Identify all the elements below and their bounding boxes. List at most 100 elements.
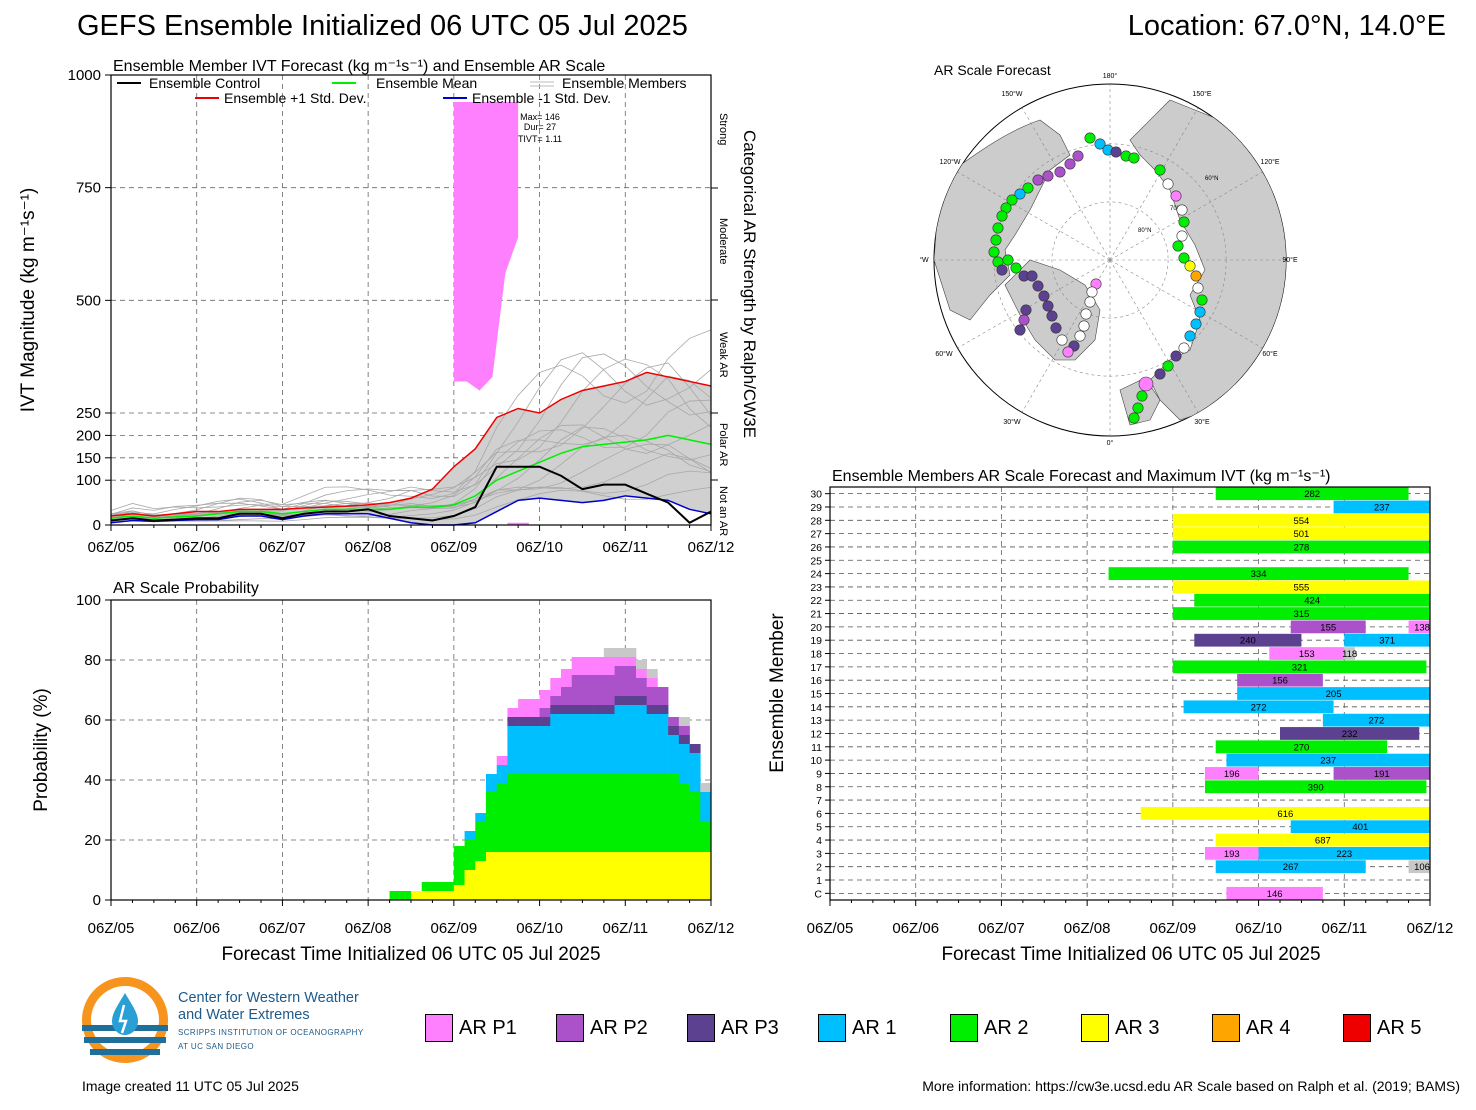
prob-bar-segment xyxy=(678,744,690,783)
ivt-mean-line xyxy=(110,434,712,520)
member-bar xyxy=(1226,886,1323,900)
prob-bar-segment xyxy=(636,705,648,774)
prob-bar-segment xyxy=(561,852,573,900)
prob-panel-title: AR Scale Probability xyxy=(113,580,259,597)
map-lon-label: 150°W xyxy=(1001,90,1022,98)
ar-scale-map: AR Scale Forecast 180° 150°W 150°E 120°W 120… xyxy=(920,62,1298,447)
prob-bar-segment xyxy=(657,852,669,900)
member-bar xyxy=(1172,527,1430,541)
prob-bar-segment xyxy=(614,657,626,666)
prob-bar-segment xyxy=(550,678,562,696)
members-ytick-label: 21 xyxy=(810,609,822,621)
map-ar-dot xyxy=(992,222,1004,234)
prob-bar-segment xyxy=(582,675,594,705)
member-bar xyxy=(1344,647,1355,660)
ivt-member-line xyxy=(110,426,712,521)
prob-bar-segment xyxy=(421,882,433,891)
location-label: Location: 67.0°N, 14.0°E xyxy=(1127,10,1446,42)
prob-bar-segment xyxy=(625,657,637,666)
prob-bar-segment xyxy=(528,774,540,852)
map-lon-label: 90°W xyxy=(920,256,929,264)
members-ytick-label: 1 xyxy=(816,875,822,887)
members-xtick-label: 06Z/06 xyxy=(892,920,939,937)
prob-ylabel: Probability (%) xyxy=(31,688,52,812)
legend-members-label: Ensemble Members xyxy=(562,75,687,91)
prob-bar-segment xyxy=(668,852,680,900)
ivt-xtick-label: 06Z/05 xyxy=(88,539,135,556)
prob-bar-segment xyxy=(668,717,680,726)
prob-bar-segment xyxy=(453,885,465,900)
member-bar xyxy=(1290,620,1366,634)
members-ytick-label: 3 xyxy=(816,848,822,860)
map-ar-dot xyxy=(1132,402,1144,414)
member-bar xyxy=(1172,580,1430,594)
legend-label: AR 3 xyxy=(1115,1016,1160,1039)
prob-bar-segment xyxy=(389,891,401,900)
prob-bar-segment xyxy=(657,705,669,714)
ivt-spread-area xyxy=(111,372,711,525)
ivt-ytick-label: 0 xyxy=(93,517,101,534)
prob-bar-segment xyxy=(582,852,594,900)
map-ar-dot xyxy=(1002,254,1014,266)
ivt-panel-title: Ensemble Member IVT Forecast (kg m⁻¹s⁻¹)… xyxy=(113,58,606,75)
ar-annot-tivt: TIVT= 1.11 xyxy=(518,134,562,144)
map-ar-dot xyxy=(1014,188,1026,200)
members-ytick-label: 29 xyxy=(810,502,822,514)
ivt-member-line xyxy=(110,443,712,522)
prob-bar-segment xyxy=(636,774,648,852)
prob-bar-segment xyxy=(646,669,658,678)
map-ar-dot xyxy=(1018,314,1030,326)
cw3e-logo-text: Center for Western Weather and Water Ext… xyxy=(178,990,398,1052)
members-ytick-label: 6 xyxy=(816,808,822,820)
legend-label: AR 2 xyxy=(984,1016,1029,1039)
map-ar-dot xyxy=(1056,334,1068,346)
member-bar-label: 282 xyxy=(1304,489,1320,500)
ivt-ar-scale-bottom-bar xyxy=(507,522,529,525)
members-panel-title: Ensemble Members AR Scale Forecast and M… xyxy=(832,468,1331,485)
map-ar-dot xyxy=(996,210,1008,222)
map-lon-label: 180° xyxy=(1103,72,1118,80)
member-bar xyxy=(1280,727,1420,740)
member-bar-label: 272 xyxy=(1368,716,1384,727)
map-ar-dot xyxy=(1196,294,1208,306)
map-ar-dot xyxy=(1184,330,1196,342)
member-bar-label: 315 xyxy=(1293,609,1309,620)
prob-bar-segment xyxy=(700,822,712,852)
map-ar-dot xyxy=(1006,194,1018,206)
logo-line1: Center for Western Weather xyxy=(178,990,359,1006)
prob-bar-segment xyxy=(507,708,519,717)
ivt-ar-scale-shading xyxy=(453,102,519,391)
legend-label: AR P1 xyxy=(459,1016,517,1039)
prob-bar-segment xyxy=(518,774,530,852)
member-bar xyxy=(1215,740,1388,754)
member-bar-label: 240 xyxy=(1240,636,1256,647)
prob-bar-segment xyxy=(539,774,551,852)
members-xtick-label: 06Z/10 xyxy=(1235,920,1282,937)
member-bar-label: 118 xyxy=(1342,649,1357,660)
member-bar-label: 272 xyxy=(1251,702,1267,713)
member-bar xyxy=(1172,513,1430,527)
prob-bar-segment xyxy=(614,648,626,657)
prob-bar-segment xyxy=(646,687,658,705)
legend-minus-sd-label: Ensemble -1 Std. Dev. xyxy=(472,90,611,106)
member-bar xyxy=(1290,820,1430,834)
prob-bar-segment xyxy=(561,714,573,774)
members-ytick-label: 8 xyxy=(816,782,822,794)
map-ar-dot xyxy=(1178,216,1190,228)
prob-bar-segment xyxy=(593,675,605,705)
prob-bar-segment xyxy=(550,714,562,774)
member-bar xyxy=(1205,767,1259,780)
member-bar-label: 106 xyxy=(1414,862,1430,873)
legend-swatch xyxy=(1212,1014,1240,1042)
map-lon-label: 120°E xyxy=(1260,158,1279,166)
prob-bar-segment xyxy=(625,705,637,774)
prob-bar-segment xyxy=(528,726,540,774)
prob-bar-segment xyxy=(550,852,562,900)
cat-moderate: Moderate xyxy=(717,218,729,264)
prob-bar-segment xyxy=(518,699,530,717)
member-bar xyxy=(1194,633,1302,647)
prob-bar-segment xyxy=(678,726,690,735)
map-ar-dot xyxy=(1154,368,1166,380)
prob-bar-segment xyxy=(689,792,701,852)
ivt-ylabel: IVT Magnitude (kg m⁻¹s⁻¹) xyxy=(18,188,39,413)
